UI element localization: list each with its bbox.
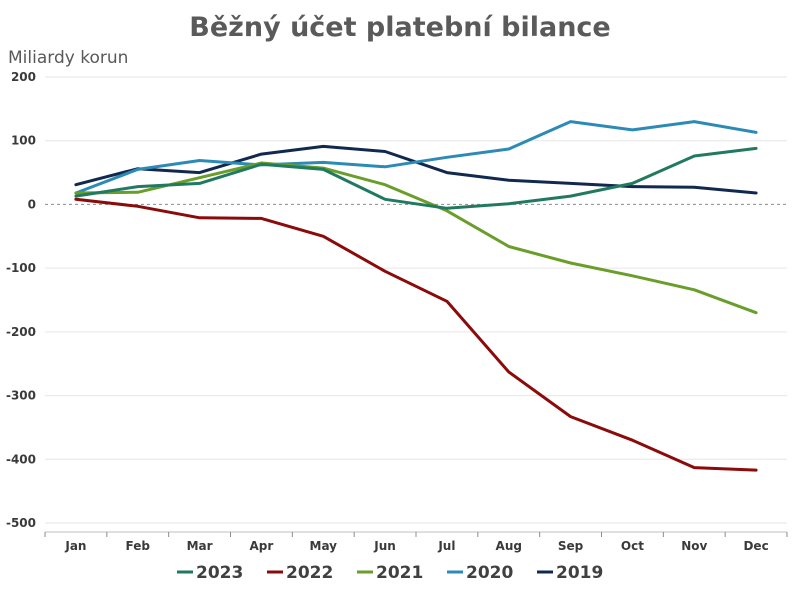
legend-label-2020: 2020 [466, 563, 513, 583]
x-tick-label: Jan [64, 539, 86, 553]
series-line-2021 [74, 161, 758, 315]
legend-label-2019: 2019 [556, 563, 603, 583]
y-tick-label: 200 [11, 70, 36, 84]
x-tick-label: Jul [437, 539, 455, 553]
y-tick-label: -400 [6, 452, 36, 466]
y-tick-label: 100 [11, 134, 36, 148]
legend-label-2021: 2021 [376, 563, 423, 583]
legend: 2023 2022 2021 2020 2019 [177, 563, 603, 583]
x-tick-label: Sep [558, 539, 584, 553]
x-axis: Jan Feb Mar Apr May Jun Jul Aug Sep Oct Nov Dec [44, 531, 788, 553]
y-tick-label: -300 [6, 389, 36, 403]
series-line-2022 [74, 197, 758, 472]
x-tick-label: Aug [496, 539, 522, 553]
y-tick-label: -100 [6, 261, 36, 275]
y-tick-label: 0 [28, 197, 36, 211]
series-line-2020 [74, 120, 758, 195]
y-axis-ticks: 200 100 0 -100 -200 -300 -400 -500 [6, 70, 36, 530]
y-axis-label: Miliardy korun [8, 48, 128, 68]
x-tick-label: Apr [250, 539, 274, 553]
y-tick-label: -200 [6, 325, 36, 339]
legend-label-2023: 2023 [196, 563, 243, 583]
series-lines [74, 120, 758, 472]
gridlines [45, 76, 787, 524]
x-tick-label: Mar [187, 539, 213, 553]
chart-title: Běžný účet platební bilance [189, 12, 611, 43]
legend-label-2022: 2022 [286, 563, 333, 583]
y-tick-label: -500 [6, 516, 36, 530]
x-tick-label: Dec [743, 539, 768, 553]
x-tick-label: Oct [621, 539, 644, 553]
x-tick-label: Jun [373, 539, 396, 553]
x-tick-label: May [310, 539, 338, 553]
series-line-2023 [74, 146, 758, 210]
x-tick-label: Nov [681, 539, 707, 553]
x-tick-label: Feb [126, 539, 151, 553]
